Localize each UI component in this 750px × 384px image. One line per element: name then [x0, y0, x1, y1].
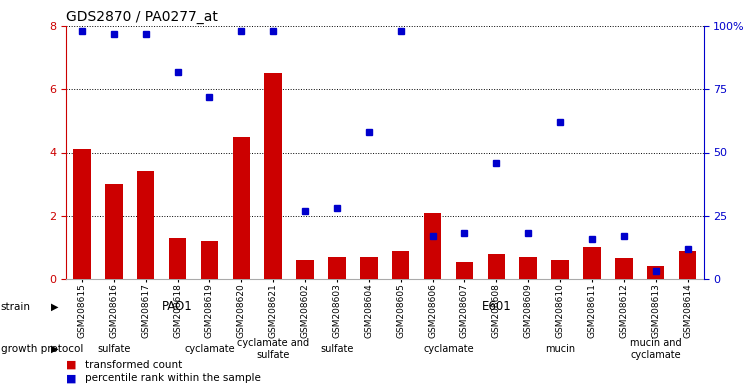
Bar	[137, 172, 154, 279]
Text: ■: ■	[66, 373, 76, 383]
Text: mucin: mucin	[545, 344, 575, 354]
Text: percentile rank within the sample: percentile rank within the sample	[85, 373, 261, 383]
Bar	[424, 213, 441, 279]
Bar	[169, 238, 186, 279]
Text: GDS2870 / PA0277_at: GDS2870 / PA0277_at	[66, 10, 218, 23]
Text: transformed count: transformed count	[85, 360, 182, 370]
Text: growth protocol: growth protocol	[1, 344, 83, 354]
Text: mucin and
cyclamate: mucin and cyclamate	[630, 338, 682, 360]
Text: strain: strain	[1, 302, 31, 312]
Bar	[328, 257, 346, 279]
Bar	[201, 241, 218, 279]
Text: ▶: ▶	[51, 302, 58, 312]
Text: PAO1: PAO1	[162, 300, 193, 313]
Text: ■: ■	[66, 360, 76, 370]
Text: cyclamate: cyclamate	[423, 344, 474, 354]
Bar	[679, 250, 696, 279]
Text: cyclamate: cyclamate	[184, 344, 235, 354]
Bar	[488, 254, 505, 279]
Bar	[296, 260, 314, 279]
Text: ▶: ▶	[51, 344, 58, 354]
Bar	[74, 149, 91, 279]
Bar	[265, 73, 282, 279]
Bar	[360, 257, 377, 279]
Text: sulfate: sulfate	[320, 344, 354, 354]
Bar	[520, 257, 537, 279]
Bar	[456, 262, 473, 279]
Bar	[584, 247, 601, 279]
Text: cyclamate and
sulfate: cyclamate and sulfate	[237, 338, 309, 360]
Bar	[647, 266, 664, 279]
Bar	[615, 258, 632, 279]
Bar	[105, 184, 122, 279]
Text: E601: E601	[482, 300, 512, 313]
Bar	[392, 250, 410, 279]
Bar	[232, 137, 250, 279]
Text: sulfate: sulfate	[98, 344, 130, 354]
Bar	[551, 260, 568, 279]
